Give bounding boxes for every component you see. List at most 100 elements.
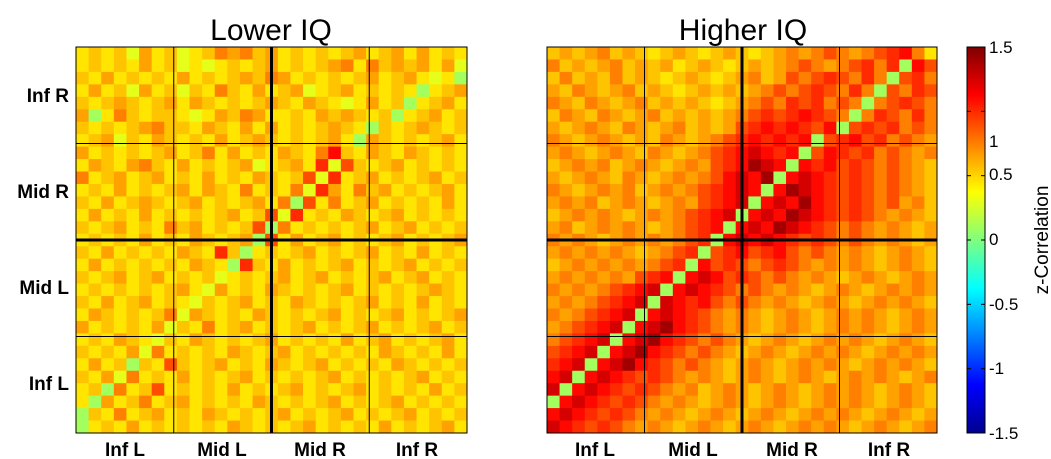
- heatmap-cell: [861, 320, 875, 334]
- heatmap-cell: [723, 96, 737, 110]
- heatmap-cell: [164, 134, 178, 148]
- heatmap-cell: [584, 370, 598, 384]
- heatmap-cell: [303, 358, 317, 372]
- heatmap-cell: [660, 420, 674, 434]
- heatmap-cell: [353, 258, 367, 272]
- heatmap-cell: [202, 358, 216, 372]
- heatmap-cell: [798, 221, 812, 235]
- heatmap-cell: [227, 146, 241, 160]
- heatmap-cell: [584, 109, 598, 123]
- heatmap-cell: [189, 221, 203, 235]
- heatmap-cell: [861, 47, 875, 60]
- heatmap-cell: [911, 320, 925, 334]
- heatmap-cell: [227, 358, 241, 372]
- heatmap-cell: [214, 370, 228, 384]
- heatmap-cell: [227, 109, 241, 123]
- heatmap-cell: [328, 196, 342, 210]
- heatmap-cell: [647, 221, 661, 235]
- heatmap-cell: [547, 395, 560, 409]
- heatmap-cell: [366, 59, 380, 73]
- heatmap-cell: [429, 196, 443, 210]
- heatmap-cell: [647, 47, 661, 60]
- heatmap-cell: [76, 283, 90, 297]
- heatmap-cell: [88, 134, 102, 148]
- heatmap-cell: [239, 221, 253, 235]
- heatmap-cell: [176, 221, 190, 235]
- heatmap-cell: [911, 283, 925, 297]
- heatmap-cell: [151, 59, 165, 73]
- heatmap-cell: [924, 370, 938, 384]
- heatmap-cell: [441, 258, 455, 272]
- heatmap-cell: [101, 96, 115, 110]
- heatmap-cell: [823, 283, 837, 297]
- heatmap-cell: [340, 271, 354, 284]
- heatmap-cell: [886, 59, 900, 73]
- heatmap-cell: [584, 420, 598, 434]
- heatmap-cell: [848, 146, 862, 160]
- heatmap-cell: [340, 420, 354, 434]
- heatmap-cell: [315, 196, 329, 210]
- heatmap-cell: [189, 59, 203, 73]
- heatmap-cell: [874, 271, 888, 284]
- heatmap-cell: [340, 308, 354, 322]
- heatmap-cell: [848, 59, 862, 73]
- heatmap-cell: [164, 208, 178, 222]
- y-tick-label: Inf R: [27, 86, 69, 107]
- heatmap-cell: [622, 308, 636, 322]
- heatmap-cell: [454, 84, 468, 98]
- heatmap-cell: [660, 296, 674, 309]
- heatmap-cell: [609, 345, 623, 359]
- heatmap-cell: [622, 47, 636, 60]
- heatmap-cell: [811, 134, 825, 148]
- heatmap-cell: [76, 395, 90, 409]
- heatmap-cell: [290, 146, 304, 160]
- heatmap-cell: [151, 370, 165, 384]
- heatmap-cell: [874, 208, 888, 222]
- heatmap-cell: [635, 96, 649, 110]
- heatmap-cell: [126, 320, 140, 334]
- heatmap-cell: [328, 109, 342, 123]
- heatmap-cell: [899, 258, 913, 272]
- heatmap-cell: [924, 159, 938, 172]
- heatmap-cell: [547, 271, 560, 284]
- heatmap-cell: [429, 134, 443, 148]
- heatmap-cell: [886, 183, 900, 197]
- heatmap-cell: [126, 134, 140, 148]
- heatmap-cell: [139, 221, 153, 235]
- heatmap-cell: [151, 258, 165, 272]
- heatmap-cell: [214, 96, 228, 110]
- heatmap-cell: [547, 320, 560, 334]
- heatmap-cell: [760, 271, 774, 284]
- heatmap-cell: [559, 408, 573, 421]
- heatmap-cell: [848, 134, 862, 148]
- heatmap-cell: [277, 134, 291, 148]
- heatmap-cell: [340, 395, 354, 409]
- heatmap-cell: [911, 47, 925, 60]
- heatmap-cell: [391, 408, 405, 421]
- heatmap-cell: [773, 358, 787, 372]
- heatmap-cell: [823, 320, 837, 334]
- heatmap-cell: [798, 283, 812, 297]
- heatmap-cell: [454, 358, 468, 372]
- heatmap-cell: [547, 283, 560, 297]
- heatmap-cell: [164, 84, 178, 98]
- heatmap-cell: [584, 47, 598, 60]
- heatmap-cell: [315, 159, 329, 172]
- heatmap-cell: [101, 358, 115, 372]
- heatmap-cell: [660, 246, 674, 260]
- heatmap-cell: [303, 47, 317, 60]
- heatmap-cell: [823, 358, 837, 372]
- heatmap-cell: [899, 84, 913, 98]
- heatmap-cell: [429, 183, 443, 197]
- heatmap-cell: [126, 246, 140, 260]
- heatmap-cell: [697, 159, 711, 172]
- heatmap-cell: [874, 171, 888, 185]
- heatmap-cell: [848, 358, 862, 372]
- heatmap-cell: [547, 258, 560, 272]
- heatmap-cell: [315, 47, 329, 60]
- heatmap-cell: [836, 358, 850, 372]
- heatmap-cell: [189, 71, 203, 85]
- heatmap-cell: [723, 246, 737, 260]
- heatmap-cell: [239, 84, 253, 98]
- heatmap-cell: [239, 383, 253, 397]
